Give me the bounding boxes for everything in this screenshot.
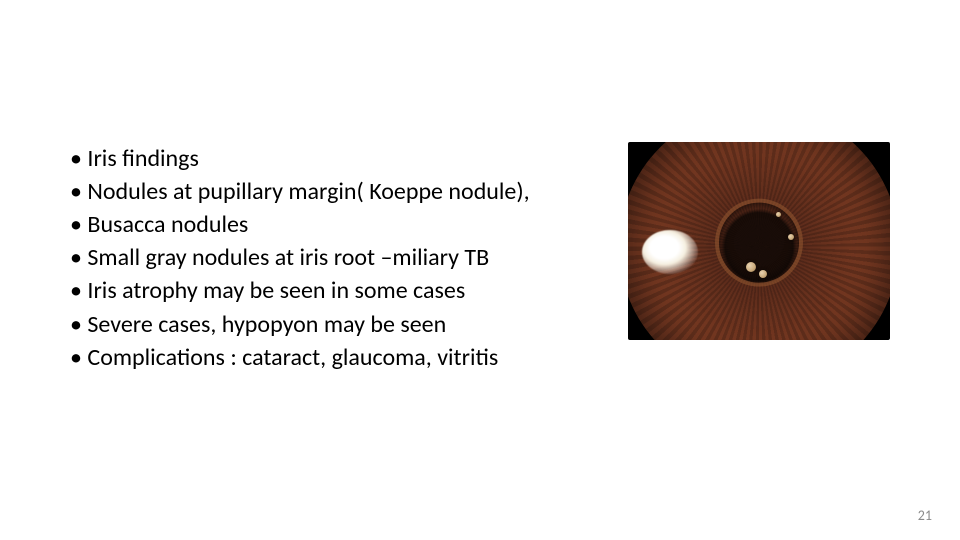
list-item: Nodules at pupillary margin( Koeppe nodu… <box>70 175 608 208</box>
list-item: Busacca nodules <box>70 208 608 241</box>
nodule-icon <box>788 234 794 240</box>
nodule-icon <box>759 270 767 278</box>
light-reflex-icon <box>642 230 698 274</box>
nodule-icon <box>776 212 781 217</box>
list-item: Severe cases, hypopyon may be seen <box>70 308 608 341</box>
list-item: Iris atrophy may be seen in some cases <box>70 274 608 307</box>
slide: Iris findings Nodules at pupillary margi… <box>0 0 960 540</box>
list-item: Iris findings <box>70 142 608 175</box>
bullet-list: Iris findings Nodules at pupillary margi… <box>70 142 608 374</box>
nodule-icon <box>746 262 756 272</box>
content-row: Iris findings Nodules at pupillary margi… <box>70 142 890 374</box>
list-item: Small gray nodules at iris root –miliary… <box>70 241 608 274</box>
iris-photo <box>628 142 890 340</box>
page-number: 21 <box>918 507 932 524</box>
list-item: Complications : cataract, glaucoma, vitr… <box>70 341 608 374</box>
